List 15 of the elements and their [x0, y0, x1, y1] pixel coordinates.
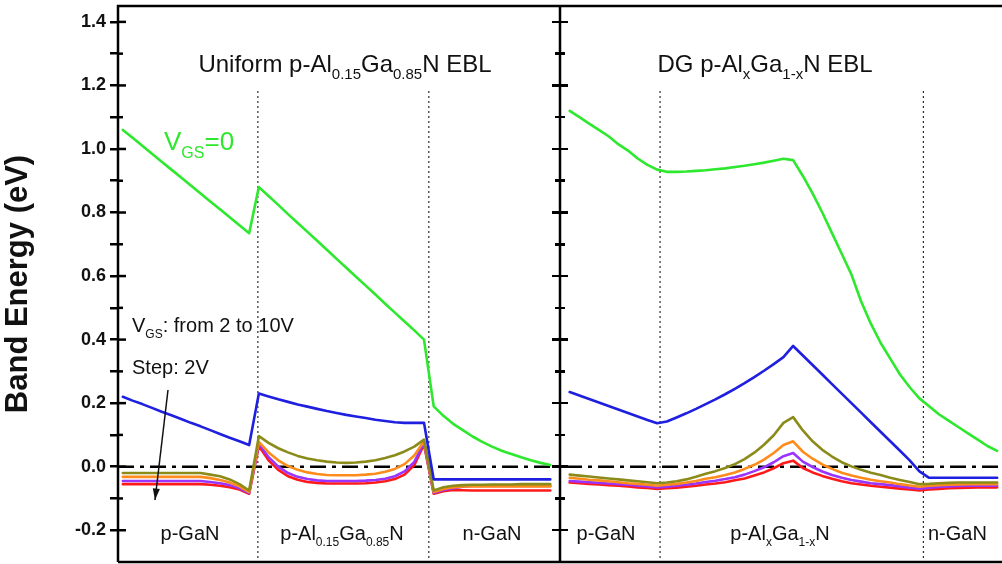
y-tick-label: 0.4 [80, 328, 106, 349]
y-tick-label: -0.2 [74, 519, 106, 540]
y-tick-label: 1.4 [80, 10, 106, 31]
y-tick-label: 0.0 [80, 455, 106, 476]
y-tick-label: 0.6 [80, 265, 106, 286]
annotation: Step: 2V [132, 356, 210, 378]
y-tick-label: 0.8 [80, 201, 106, 222]
y-tick-label: 0.2 [80, 392, 106, 413]
annotation: n-GaN [462, 522, 522, 544]
y-tick-label: 1.2 [80, 74, 106, 95]
y-axis-title: Band Energy (eV) [0, 154, 35, 414]
annotation: n-GaN [928, 522, 987, 544]
y-tick-label: 1.0 [80, 137, 106, 158]
annotation: p-GaN [576, 522, 636, 544]
annotation: p-GaN [160, 522, 220, 544]
